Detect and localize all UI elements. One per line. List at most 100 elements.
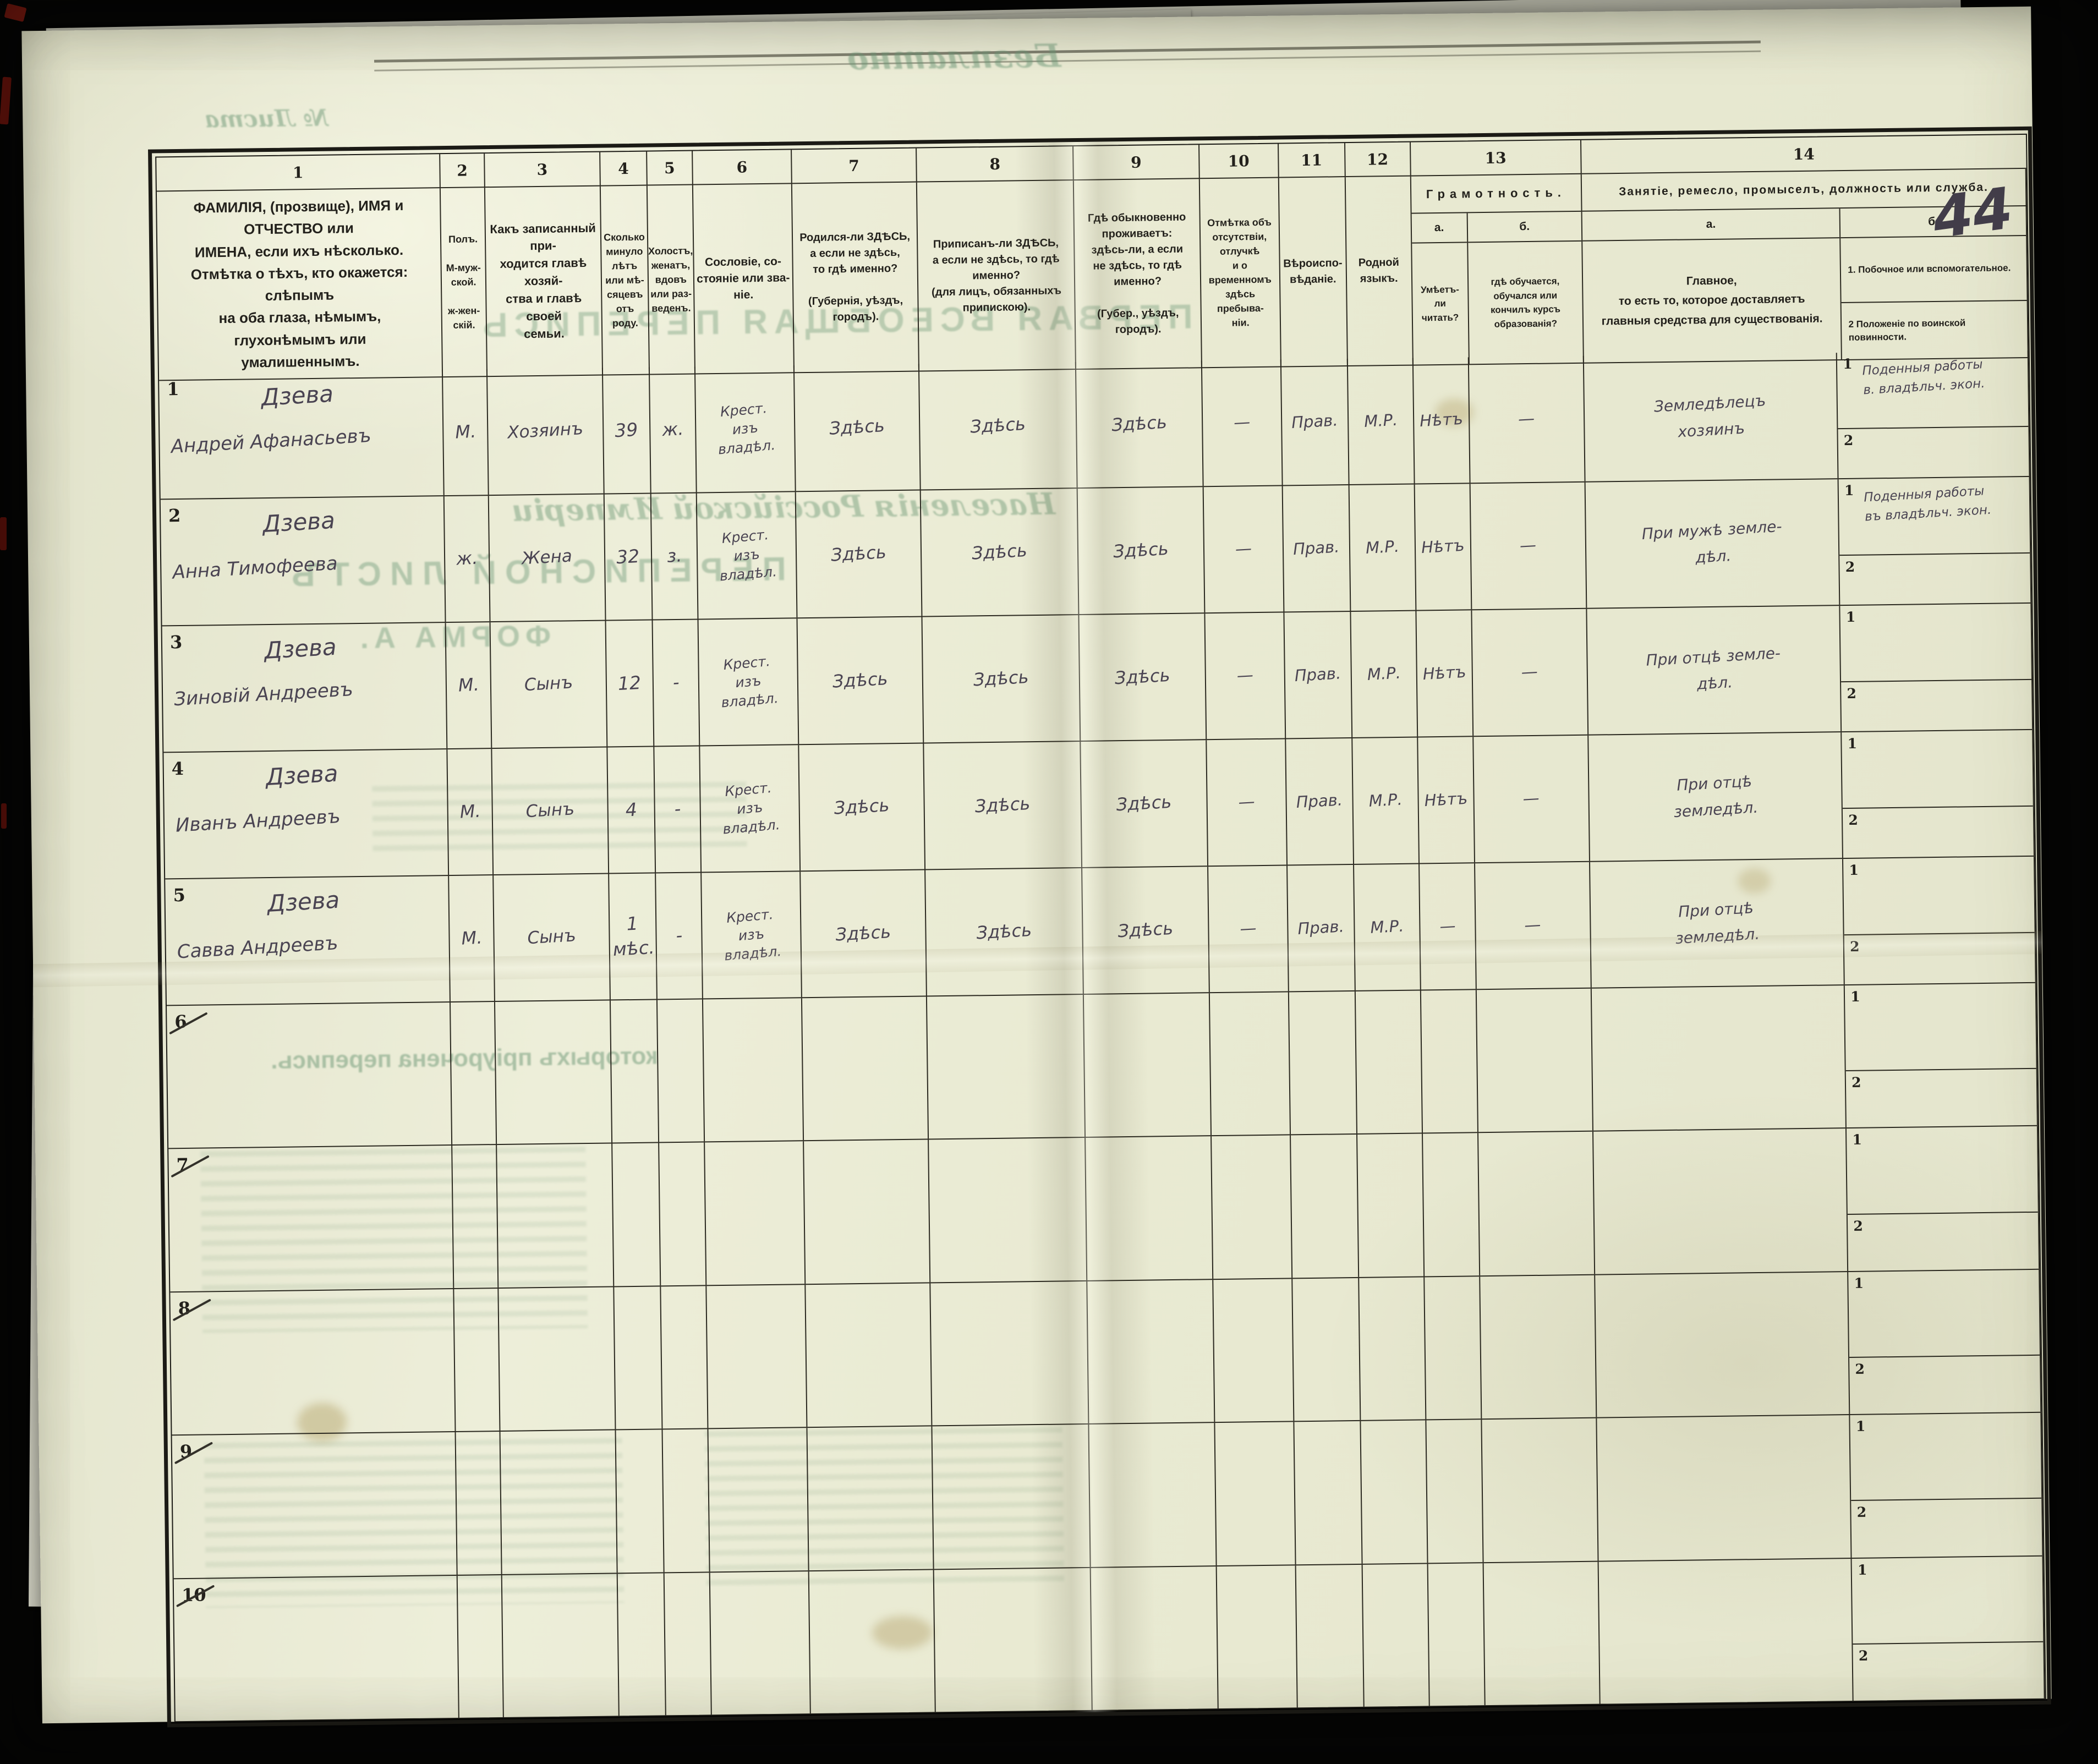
side-occupation-2: 2 [1841,680,2032,731]
cell-reads: Нѣтъ [1413,357,1471,484]
cell-occupation-side: 1 2 [1840,603,2034,732]
sub-label-2: 2 [1858,1647,1869,1664]
cell-relation: Хозяинъ [487,368,605,495]
cell-occupation-main: При отцѣ земледѣл. [1588,732,1844,861]
cell-name: 7 [168,1146,454,1292]
cell-faith [1290,1135,1359,1278]
side-occupation-2: 2 [1840,554,2031,605]
cell-occupation-side: 1 2 [1850,1412,2044,1558]
cell-absence: — [1206,739,1288,866]
cell-birthplace [809,1569,936,1714]
column-number: 6 [692,150,792,185]
photo-artifact [0,517,7,550]
header-faith-column: Вѣроиспо- вѣданіе. [1279,177,1348,368]
cell-birthplace [807,1426,934,1570]
occupation-a-text: Главное, то есть то, которое доставляетъ… [1601,274,1823,328]
census-sheet: Безплатно № Листа ПЕРВАЯ ВСЕОБЩАЯ ПЕРЕПИ… [21,6,2052,1728]
cell-estate: Крест. изъ владѣл. [695,365,796,492]
side-occupation-1: 1 [1840,603,2032,683]
sub-label-1: 1 [1843,355,1853,372]
side-occupation-2: 2 [1853,1642,2044,1701]
given-name-handwriting: Савва Андреевъ [176,932,339,963]
cell-marital [662,1429,710,1572]
cell-reads: Нѣтъ [1415,484,1472,610]
cell-estate [703,998,804,1142]
table-row: 5 Дзева Савва Андреевъ М. Сынъ 1 мѣс. - … [165,856,2036,1006]
cell-name: 8 [170,1289,456,1435]
column-number: 10 [1199,144,1279,179]
header-relation-column: Какъ записанный при- ходится главѣ хозяй… [485,186,604,377]
table-header: 1 2 3 4 5 6 7 8 9 10 11 12 13 14 ФАМИЛІЯ… [156,134,2029,381]
sub-label-2: 2 [1853,1218,1863,1234]
given-name-handwriting: Зиновій Андреевъ [173,678,354,711]
cell-education [1483,1562,1601,1706]
cell-age: 1 мѣс. [609,873,658,1000]
cell-age [612,1143,661,1286]
cell-language: М.Р. [1349,484,1417,611]
table-row: 7 1 2 [168,1126,2040,1293]
sub-label-2: 2 [1843,432,1854,449]
cell-occupation-side: 1 Поденныя работы в. владѣльч. экон. 2 [1837,350,2030,479]
cell-registration: Здѣсь [924,741,1083,869]
cell-residence [1091,1566,1219,1710]
sub-label-1: 1 [1855,1418,1866,1435]
table-row: 1 Дзева Андрей Афанасьевъ М. Хозяинъ 39 … [158,350,2030,500]
cell-faith: Прав. [1287,864,1356,991]
cell-birthplace: Здѣсь [799,743,926,871]
header-sex-column: Полъ. М-муж- ской. ж-жен- скій. [441,188,487,378]
side-occupation-1: 1 [1852,1556,2044,1645]
cell-faith [1289,991,1357,1135]
sub-label-2: 2 [1850,939,1860,955]
cell-occupation-main [1591,985,1847,1131]
cell-absence [1213,1279,1295,1422]
cell-occupation-main [1593,1128,1849,1274]
row-number: 9 [179,1441,193,1462]
cell-relation [499,1287,616,1431]
side-occupation-1: 1 Поденныя работы в. владѣльч. экон. [1837,350,2029,430]
census-table: 44 1 2 3 4 5 6 7 8 9 10 11 12 13 14 [147,126,2051,1728]
cell-age [614,1286,663,1429]
table-row: 2 Дзева Анна Тимофеева ж. Жена 32 з. Кре… [160,476,2032,627]
cell-age [616,1429,665,1573]
cell-occupation-side: 1 2 [1852,1556,2045,1701]
cell-relation: Сынъ [490,621,608,748]
row-number: 4 [171,758,184,780]
cell-language: М.Р. [1347,358,1415,485]
cell-occupation-main [1595,1272,1850,1417]
header-absence-column: Отмѣтка объ отсутствіи, отлучкѣ и о врем… [1199,178,1281,369]
cell-occupation-main: При отцѣ земле- дѣл. [1587,606,1842,735]
sub-label-1: 1 [1844,482,1854,499]
cell-registration: Здѣсь [925,868,1084,996]
cell-estate: Крест. изъ владѣл. [697,492,798,619]
surname-handwriting: Дзева [262,506,336,538]
cell-residence [1089,1423,1217,1567]
cell-name: 9 [172,1432,458,1578]
sub-label-1: 1 [1857,1562,1867,1578]
sub-label-2: 2 [1847,686,1857,702]
sub-label-1: 1 [1845,609,1856,625]
sub-letter: а. [1582,209,1840,242]
cell-marital: - [654,746,702,873]
cell-birthplace: Здѣсь [794,364,921,491]
sub-letter: б. [1467,211,1582,243]
cell-residence [1087,1279,1215,1424]
cell-language [1355,990,1423,1134]
cell-registration: Здѣсь [921,489,1080,616]
cell-age [617,1573,666,1716]
cell-residence [1086,1136,1213,1280]
given-name-handwriting: Андрей Афанасьевъ [170,424,372,458]
cell-name: 6 [167,1002,453,1148]
header-language-column: Родной языкъ. [1345,176,1414,367]
cell-estate: Крест. изъ владѣл. [701,872,802,999]
cell-sex [456,1432,502,1575]
header-name-column: ФАМИЛІЯ, (прозвище), ИМЯ и ОТЧЕСТВО или … [156,188,443,381]
side-occupation-2: 2 [1844,933,2035,984]
cell-name: 4 Дзева Иванъ Андреевъ [163,749,450,879]
cell-education: — [1475,862,1592,989]
cell-registration [934,1568,1093,1712]
cell-occupation-main: При мужѣ земле- дѣл. [1585,479,1840,608]
row-number: 6 [174,1011,187,1033]
cell-language [1362,1564,1430,1707]
row-number: 8 [178,1297,191,1319]
